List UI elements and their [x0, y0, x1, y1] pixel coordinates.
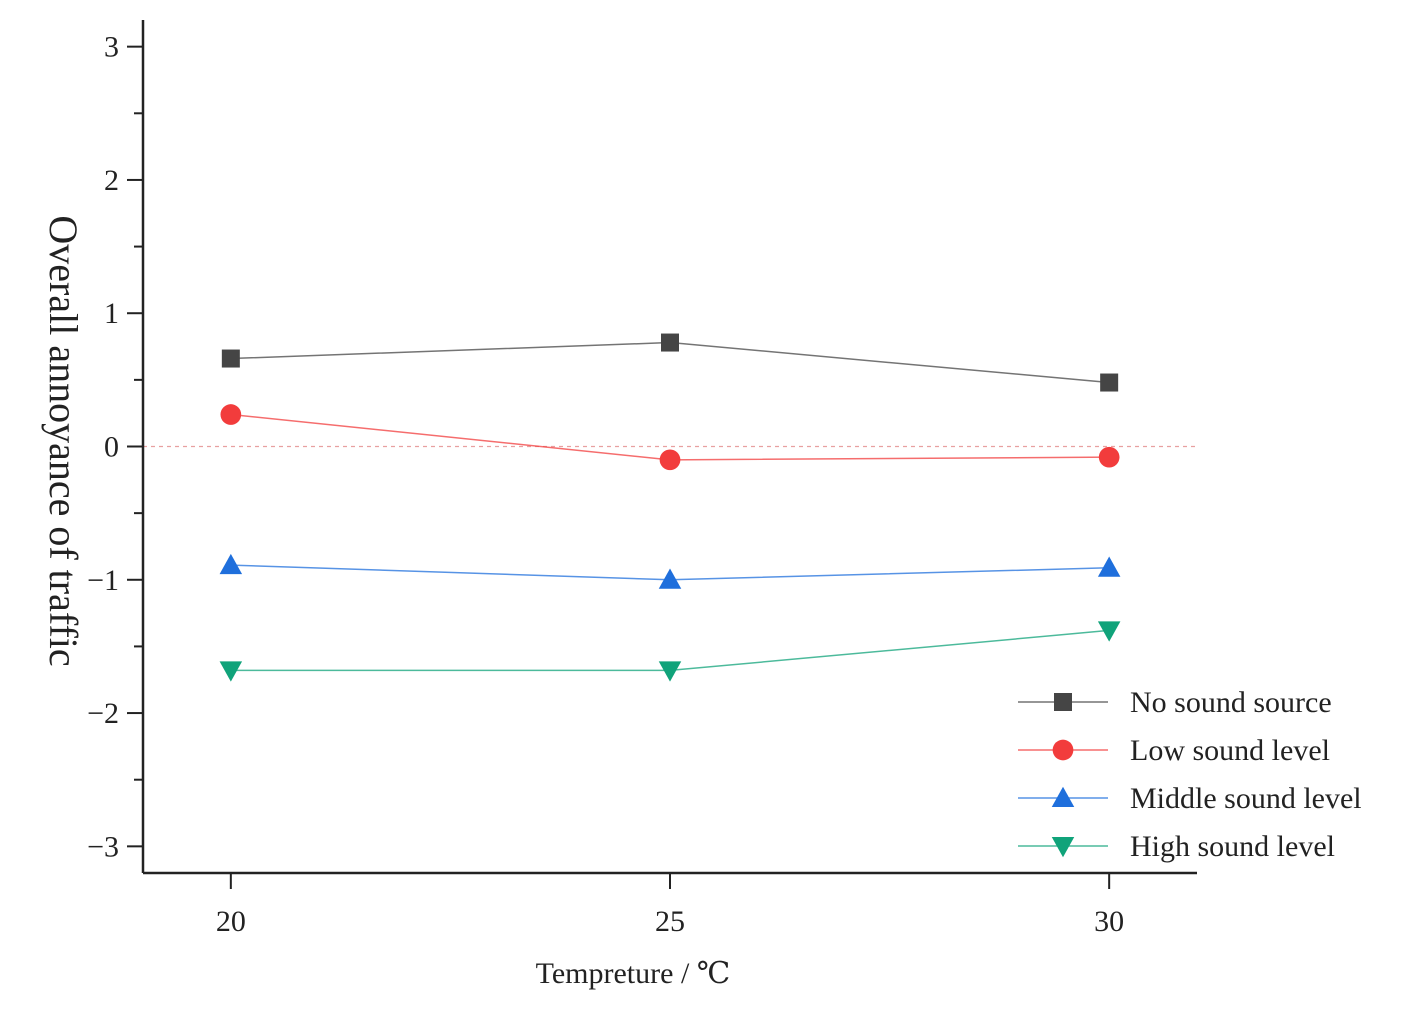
- legend-label: Low sound level: [1130, 734, 1330, 767]
- data-point-circle: [659, 449, 681, 471]
- ticks-layer: 3 2 1 0 −1 −2 −3 20 25 30: [87, 31, 1124, 938]
- y-tick-label: 2: [104, 164, 119, 197]
- data-point-square: [661, 333, 679, 352]
- x-axis-label: Tempreture / ℃: [536, 957, 731, 990]
- y-tick-label: 1: [104, 297, 119, 330]
- data-point-triangle-up: [1097, 556, 1121, 577]
- data-point-triangle-up: [658, 568, 682, 589]
- legend: No sound source Low sound level Middle sou…: [1018, 686, 1362, 863]
- x-tick-label: 30: [1094, 905, 1124, 938]
- y-tick-label: −2: [87, 697, 119, 730]
- data-point-triangle-down: [219, 661, 243, 682]
- legend-marker: [1054, 693, 1072, 711]
- data-point-triangle-up: [219, 553, 243, 575]
- series-high-sound-level: [219, 621, 1121, 682]
- x-tick-label: 25: [655, 905, 685, 938]
- data-point-square: [221, 349, 240, 368]
- legend-marker: [1051, 837, 1075, 858]
- data-point-square: [1100, 373, 1119, 392]
- data-point-triangle-down: [658, 661, 682, 682]
- y-tick-label: 0: [104, 431, 119, 464]
- series-low-sound-level: [220, 404, 1120, 471]
- data-point-circle: [220, 404, 242, 425]
- legend-item: Low sound level: [1018, 734, 1330, 767]
- series-no-sound-source: [221, 333, 1119, 392]
- legend-item: High sound level: [1018, 830, 1335, 863]
- y-axis-label: Overall annoyance of traffic: [41, 215, 86, 666]
- legend-label: High sound level: [1130, 830, 1335, 863]
- legend-label: No sound source: [1130, 686, 1332, 719]
- legend-item: No sound source: [1018, 686, 1332, 719]
- series-layer: [219, 333, 1121, 682]
- y-tick-label: 3: [104, 31, 119, 64]
- legend-marker: [1052, 739, 1074, 761]
- legend-item: Middle sound level: [1018, 782, 1362, 815]
- series-middle-sound-level: [219, 553, 1121, 589]
- legend-marker: [1051, 786, 1075, 807]
- axes-layer: [141, 20, 1197, 875]
- data-point-triangle-down: [1097, 621, 1121, 642]
- data-point-circle: [1098, 446, 1120, 468]
- y-tick-label: −3: [87, 830, 119, 863]
- x-tick-label: 20: [216, 905, 246, 938]
- legend-label: Middle sound level: [1130, 782, 1362, 815]
- y-tick-label: −1: [87, 564, 119, 597]
